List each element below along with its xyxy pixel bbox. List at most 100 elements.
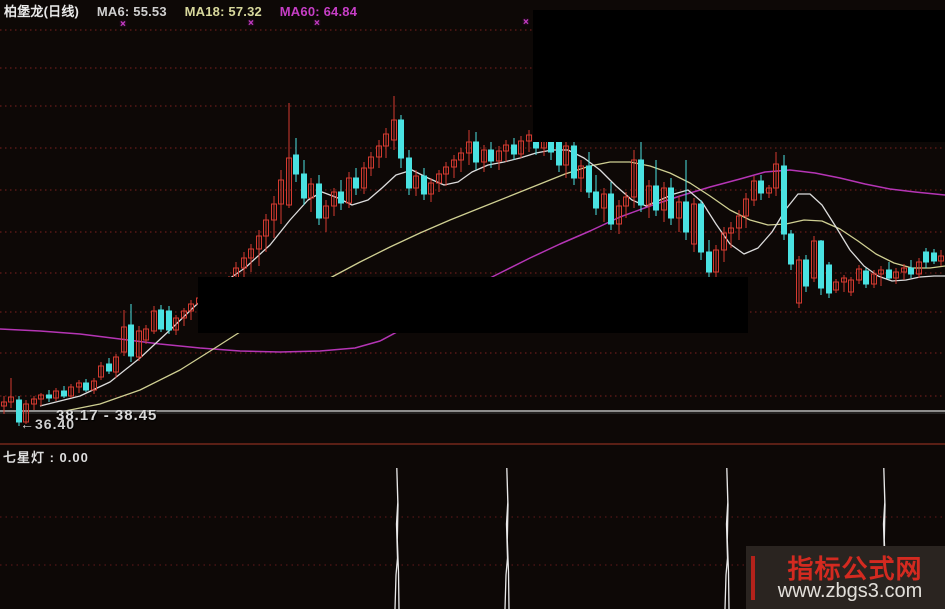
candle-up [736,215,742,229]
indicator-label: 七星灯 : 0.00 [3,450,89,465]
candle-up [466,141,472,154]
candle-down [571,145,577,179]
candle-down [638,159,644,206]
candle-up [878,269,884,275]
watermark-url-link[interactable]: www.zbgs3.com [777,580,923,602]
candle-up [623,196,629,207]
candle-up [121,326,127,353]
candle-up [503,144,509,152]
candle-up [938,255,944,262]
candle-down [931,252,937,262]
candle-down [788,233,794,265]
candle-up [916,261,922,275]
ma18-legend: MA18: 57.32 [184,4,262,19]
candle-up [271,203,277,221]
candle-up [38,394,44,400]
watermark-site-name: 指标公式网 [787,554,923,584]
candle-down [16,399,22,423]
candle-up [376,145,382,158]
candle-down [908,267,914,275]
candle-up [143,328,149,341]
candle-up [451,159,457,168]
candle-up [526,134,532,142]
candle-up [413,175,419,189]
candle-up [31,398,37,405]
low-price-label: ←36.40 [20,416,76,432]
candle-down [293,154,299,175]
candle-up [901,267,907,273]
ma6-legend: MA6: 55.53 [96,4,167,19]
candle-up [361,167,367,189]
candle-down [923,251,929,263]
candle-up [833,281,839,291]
candle-up [811,240,817,279]
candle-up [518,140,524,155]
candle-up [173,317,179,331]
candle-up [893,271,899,279]
candle-down [166,310,172,331]
candle-up [691,203,697,245]
candle-down [698,203,704,253]
candle-down [586,165,592,193]
candle-up [631,159,637,198]
candle-down [706,251,712,273]
candle-down [353,177,359,189]
candle-down [886,269,892,279]
candle-down [683,201,689,233]
signal-x-marker: × [523,17,529,28]
candle-up [263,219,269,237]
candle-down [316,183,322,219]
candle-up [848,279,854,293]
redaction-box [198,277,748,333]
ma60-line [0,169,945,353]
candle-down [593,191,599,209]
candle-up [661,187,667,211]
candle-down [421,175,427,195]
candle-up [676,201,682,219]
candle-down [158,309,164,330]
candle-up [23,403,29,423]
candle-up [368,156,374,169]
candle-down [61,390,67,397]
candle-up [728,227,734,234]
candle-up [331,191,337,207]
indicator-spike [394,467,400,609]
candle-up [136,330,142,358]
candle-down [488,149,494,162]
candle-up [8,396,14,403]
watermark-box[interactable]: 指标公式网 www.zbgs3.com [746,546,945,609]
candle-up [188,303,194,312]
candle-up [248,248,254,259]
indicator-spike [504,467,510,609]
candle-up [76,382,82,388]
candle-up [646,185,652,206]
stock-title: 柏堡龙(日线) [4,4,80,19]
candle-up [496,150,502,162]
support-band-label: 38.17 - 38.45 [56,407,158,424]
candle-up [773,163,779,189]
candle-up [68,386,74,397]
candle-up [436,173,442,184]
candle-down [826,264,832,294]
redaction-box [533,10,945,142]
signal-x-marker: × [314,18,320,29]
candle-down [608,193,614,225]
indicator-spike [724,467,730,609]
candle-up [308,183,314,199]
watermark-accent-bar [751,556,755,600]
chart-header: 柏堡龙(日线) MA6: 55.53 MA18: 57.32 MA60: 64.… [4,1,371,19]
candle-down [128,324,134,357]
candle-down [818,240,824,289]
candle-up [98,365,104,378]
panel-divider [0,443,945,445]
candle-up [616,205,622,225]
candle-up [241,257,247,269]
candle-down [301,173,307,199]
candle-up [458,152,464,161]
candle-up [278,179,284,205]
candle-up [323,205,329,219]
candle-down [473,141,479,163]
candle-up [871,273,877,285]
